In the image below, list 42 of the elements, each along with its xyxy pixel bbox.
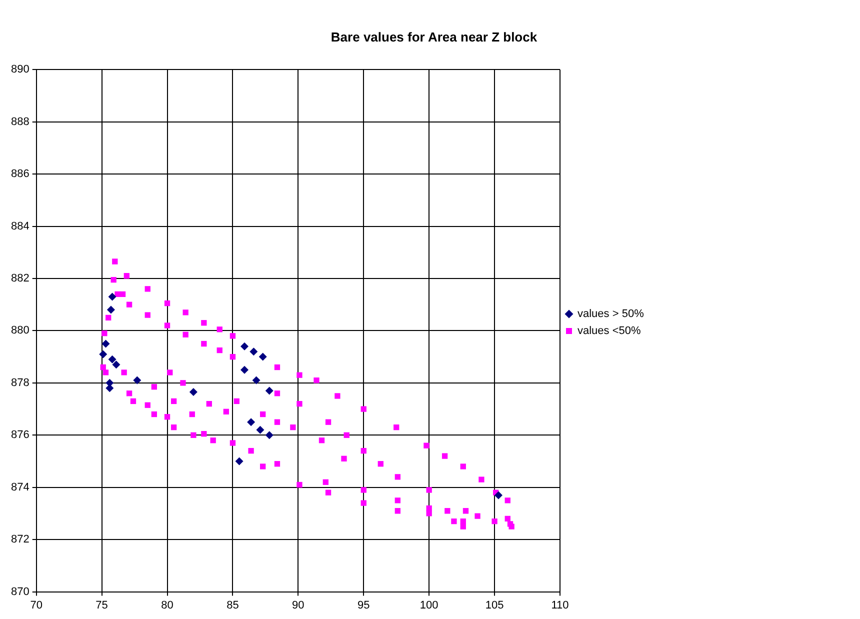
legend-label: values > 50% (578, 308, 644, 320)
point (252, 376, 260, 384)
y-tick-label: 882 (10, 272, 30, 285)
point (99, 350, 108, 358)
legend-label: values <50% (578, 325, 642, 338)
x-tick-label: 70 (30, 599, 42, 612)
y-tick-label: 886 (10, 168, 30, 180)
point (258, 352, 267, 361)
x-tick-label: 95 (358, 599, 370, 612)
x-tick-label: 80 (161, 599, 174, 612)
x-tick-label: 75 (96, 599, 108, 612)
point (250, 348, 258, 356)
point (247, 418, 256, 426)
point (240, 366, 249, 374)
chart-title: Bare values for Area near Z block (330, 29, 538, 44)
point (108, 292, 116, 301)
y-tick-label: 876 (10, 429, 30, 442)
x-tick-label: 105 (485, 599, 504, 612)
y-tick-label: 870 (10, 586, 30, 598)
point (240, 342, 249, 350)
x-tick-label: 110 (551, 599, 569, 612)
y-tick-label: 888 (10, 116, 30, 128)
point (256, 426, 264, 434)
point (235, 457, 244, 466)
point (189, 388, 198, 396)
x-tick-label: 100 (420, 599, 438, 612)
y-tick-label: 880 (10, 324, 30, 337)
point (108, 355, 116, 364)
point (112, 360, 120, 369)
point (133, 376, 142, 384)
point (494, 491, 502, 500)
point (106, 306, 115, 314)
y-tick-label: 878 (10, 376, 30, 389)
y-tick-label: 884 (10, 220, 30, 232)
y-tick-label: 890 (10, 64, 30, 76)
point (102, 340, 110, 348)
y-tick-label: 874 (10, 481, 30, 494)
x-tick-label: 90 (292, 599, 304, 612)
x-tick-label: 85 (226, 599, 239, 612)
point (265, 431, 274, 440)
point (265, 386, 274, 395)
y-tick-label: 872 (10, 534, 30, 546)
